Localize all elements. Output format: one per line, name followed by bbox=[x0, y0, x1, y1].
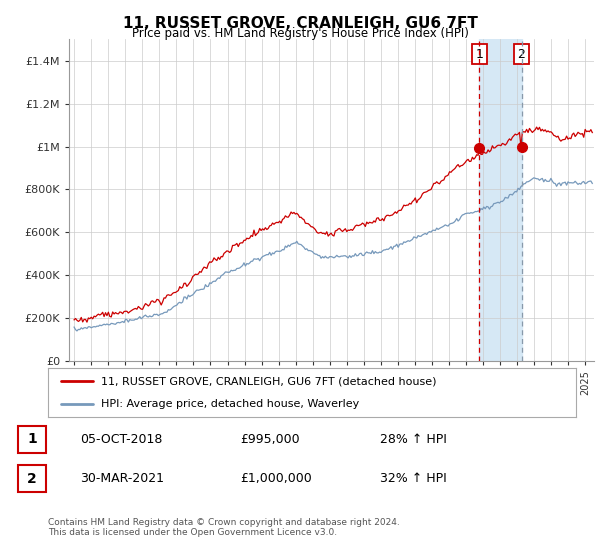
Text: 1: 1 bbox=[27, 432, 37, 446]
Text: 05-OCT-2018: 05-OCT-2018 bbox=[80, 433, 163, 446]
Text: 2: 2 bbox=[27, 472, 37, 486]
Text: Contains HM Land Registry data © Crown copyright and database right 2024.
This d: Contains HM Land Registry data © Crown c… bbox=[48, 518, 400, 538]
Text: 30-MAR-2021: 30-MAR-2021 bbox=[80, 472, 164, 485]
Text: 1: 1 bbox=[475, 48, 483, 60]
Text: 2: 2 bbox=[518, 48, 526, 60]
Text: 11, RUSSET GROVE, CRANLEIGH, GU6 7FT (detached house): 11, RUSSET GROVE, CRANLEIGH, GU6 7FT (de… bbox=[101, 376, 436, 386]
Text: 11, RUSSET GROVE, CRANLEIGH, GU6 7FT: 11, RUSSET GROVE, CRANLEIGH, GU6 7FT bbox=[122, 16, 478, 31]
Bar bbox=[18, 465, 46, 492]
Text: £995,000: £995,000 bbox=[240, 433, 299, 446]
Text: 32% ↑ HPI: 32% ↑ HPI bbox=[380, 472, 447, 485]
Text: HPI: Average price, detached house, Waverley: HPI: Average price, detached house, Wave… bbox=[101, 399, 359, 409]
Text: 28% ↑ HPI: 28% ↑ HPI bbox=[380, 433, 447, 446]
Bar bbox=[18, 426, 46, 452]
Bar bbox=[479, 39, 521, 361]
Text: Price paid vs. HM Land Registry's House Price Index (HPI): Price paid vs. HM Land Registry's House … bbox=[131, 27, 469, 40]
Text: £1,000,000: £1,000,000 bbox=[240, 472, 312, 485]
